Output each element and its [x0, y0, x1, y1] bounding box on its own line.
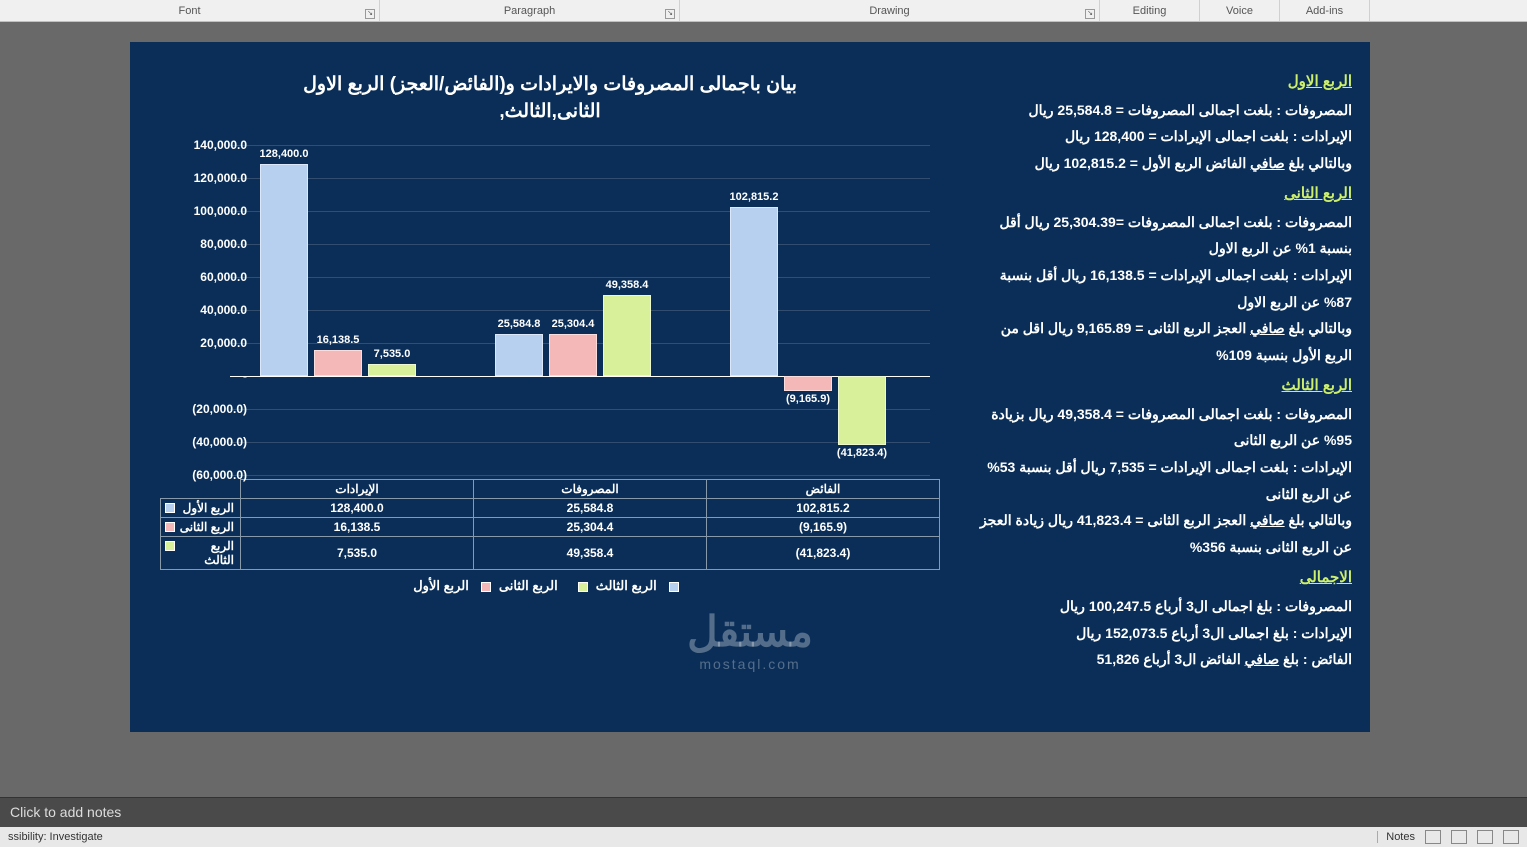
q3-net: وبالتالي بلغ صافي العجز الربع الثانى = 4… [972, 507, 1352, 560]
chart-bar[interactable] [260, 164, 308, 376]
bar-value-label: 7,535.0 [374, 348, 411, 360]
ribbon-group-label: Add-ins [1306, 5, 1343, 17]
normal-view-button[interactable] [1425, 830, 1441, 844]
chart-legend: الربع الثالثالربع الثانىالربع الأول [145, 578, 955, 594]
slide-sorter-button[interactable] [1451, 830, 1467, 844]
q1-heading: الربع الاول [972, 68, 1352, 97]
chart-bar[interactable] [549, 334, 597, 376]
total-heading: الاجمالى [972, 564, 1352, 593]
chart-title: بيان باجمالى المصروفات والايرادات و(الفا… [145, 72, 955, 125]
ribbon-group-drawing: Drawing ↘ [680, 0, 1100, 21]
chart-bar[interactable] [838, 376, 886, 445]
bar-value-label: (9,165.9) [786, 393, 830, 405]
chart-title-line1: بيان باجمالى المصروفات والايرادات و(الفا… [145, 72, 955, 99]
ribbon-group-label: Font [178, 5, 200, 17]
q3-expenses: المصروفات : بلغت اجمالى المصروفات = 49,3… [972, 401, 1352, 454]
ribbon: Font ↘ Paragraph ↘ Drawing ↘ Editing Voice Add-i… [0, 0, 1527, 22]
chart-bar[interactable] [730, 207, 778, 377]
y-axis-tick: (40,000.0) [172, 435, 247, 449]
table-row: الربع الأول128,400.025,584.8102,815.2 [161, 499, 940, 518]
total-net: الفائض : بلغ صافي الفائض ال3 أرباع 51,82… [972, 646, 1352, 673]
ribbon-group-label: Drawing [869, 5, 909, 17]
legend-item[interactable]: الربع الثالث [574, 578, 657, 593]
chart-bar[interactable] [314, 350, 362, 377]
y-axis-tick: 20,000.0 [172, 336, 247, 350]
notes-pane[interactable]: Click to add notes [0, 797, 1527, 827]
bar-value-label: 128,400.0 [260, 148, 309, 160]
watermark-url: mostaql.com [687, 656, 813, 672]
status-bar: ssibility: Investigate Notes [0, 827, 1527, 847]
q2-heading: الربع الثانى [972, 180, 1352, 209]
y-axis-tick: (20,000.0) [172, 402, 247, 416]
y-axis-tick: 100,000.0 [172, 204, 247, 218]
bar-value-label: (41,823.4) [837, 447, 887, 459]
legend-item[interactable]: الربع الثانى [477, 578, 558, 593]
y-axis-tick: 80,000.0 [172, 237, 247, 251]
ribbon-group-label: Paragraph [504, 5, 555, 17]
bar-value-label: 25,304.4 [552, 318, 595, 330]
ribbon-group-label: Editing [1133, 5, 1167, 17]
chart-bar[interactable] [603, 295, 651, 376]
q2-expenses: المصروفات : بلغت اجمالى المصروفات =25,30… [972, 209, 1352, 262]
plot-area: 128,400.0 16,138.5 7,535.0 25,584.8 25,304.4… [230, 145, 955, 475]
y-axis-tick: - [172, 369, 247, 383]
chart-bar[interactable] [784, 376, 832, 391]
bar-value-label: 25,584.8 [498, 318, 541, 330]
bar-value-label: 16,138.5 [317, 334, 360, 346]
dialog-launcher-icon[interactable]: ↘ [665, 9, 675, 19]
watermark-logo-text: مستقل [687, 607, 813, 656]
y-axis-tick: 120,000.0 [172, 171, 247, 185]
ribbon-group-font: Font ↘ [0, 0, 380, 21]
total-revenue: الإيرادات : بلغ اجمالى ال3 أرباع 152,073… [972, 620, 1352, 647]
bar-value-label: 102,815.2 [730, 191, 779, 203]
chart-data-table: الإيراداتالمصروفاتالفائضالربع الأول128,4… [160, 479, 940, 570]
q3-revenue: الإيرادات : بلغت اجمالى الإيرادات = 7,53… [972, 454, 1352, 507]
ribbon-group-paragraph: Paragraph ↘ [380, 0, 680, 21]
bar-value-label: 49,358.4 [606, 279, 649, 291]
q1-revenue: الإيرادات : بلغت اجمالى الإيرادات = 128,… [972, 123, 1352, 150]
chart-panel: بيان باجمالى المصروفات والايرادات و(الفا… [145, 72, 955, 672]
q2-net: وبالتالي بلغ صافي العجز الربع الثانى = 9… [972, 315, 1352, 368]
q1-net: وبالتالي بلغ صافي الفائض الربع الأول = 1… [972, 150, 1352, 177]
q2-revenue: الإيرادات : بلغت اجمالى الإيرادات = 16,1… [972, 262, 1352, 315]
ribbon-group-voice: Voice [1200, 0, 1280, 21]
chart-bar[interactable] [495, 334, 543, 376]
chart-title-line2: ,الثانى,الثالث [145, 99, 955, 126]
q3-heading: الربع الثالث [972, 372, 1352, 401]
watermark: مستقل mostaql.com [687, 607, 813, 672]
slideshow-button[interactable] [1503, 830, 1519, 844]
slide: بيان باجمالى المصروفات والايرادات و(الفا… [130, 42, 1370, 732]
table-row: الربع الثالث7,535.049,358.4(41,823.4) [161, 537, 940, 570]
accessibility-status[interactable]: ssibility: Investigate [8, 831, 103, 843]
chart-bar[interactable] [368, 364, 416, 376]
y-axis-tick: 40,000.0 [172, 303, 247, 317]
reading-view-button[interactable] [1477, 830, 1493, 844]
notes-toggle[interactable]: Notes [1377, 831, 1415, 843]
y-axis-tick: 60,000.0 [172, 270, 247, 284]
ribbon-group-editing: Editing [1100, 0, 1200, 21]
slide-area: بيان باجمالى المصروفات والايرادات و(الفا… [0, 22, 1527, 752]
dialog-launcher-icon[interactable]: ↘ [365, 9, 375, 19]
ribbon-group-label: Voice [1226, 5, 1253, 17]
table-row: الربع الثانى16,138.525,304.4(9,165.9) [161, 518, 940, 537]
total-expenses: المصروفات : بلغ اجمالى ال3 أرباع 100,247… [972, 593, 1352, 620]
analysis-text-panel: الربع الاول المصروفات : بلغت اجمالى المص… [972, 64, 1352, 673]
ribbon-group-add-ins: Add-ins [1280, 0, 1370, 21]
y-axis-tick: 140,000.0 [172, 138, 247, 152]
q1-expenses: المصروفات : بلغت اجمالى المصروفات = 25,5… [972, 97, 1352, 124]
dialog-launcher-icon[interactable]: ↘ [1085, 9, 1095, 19]
